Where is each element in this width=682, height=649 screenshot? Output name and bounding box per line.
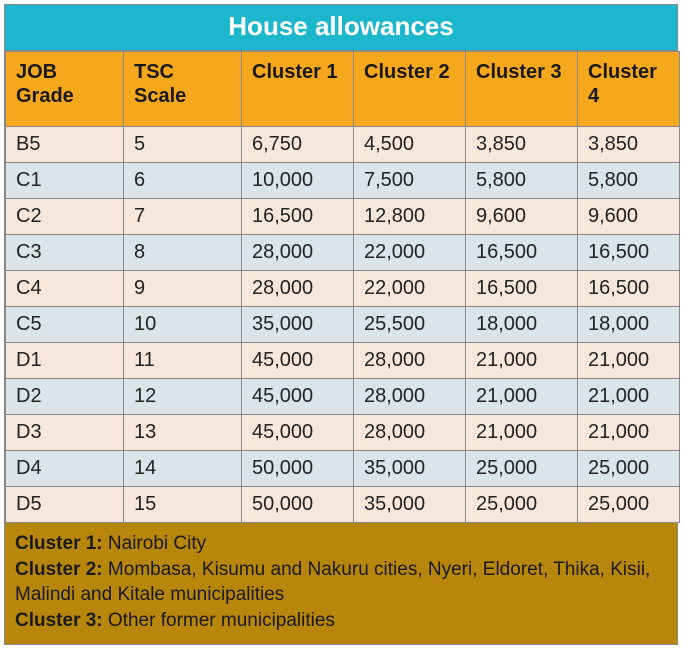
table-row: D31345,00028,00021,00021,000 — [6, 415, 680, 451]
cell: 18,000 — [578, 307, 680, 343]
cell: 21,000 — [466, 415, 578, 451]
cell: 9,600 — [466, 199, 578, 235]
cell: D4 — [6, 451, 124, 487]
cell: 45,000 — [242, 343, 354, 379]
cell: 10,000 — [242, 163, 354, 199]
cell: 7 — [124, 199, 242, 235]
cell: 16,500 — [466, 235, 578, 271]
cell: C3 — [6, 235, 124, 271]
legend-text: Mombasa, Kisumu and Nakuru cities, Nyeri… — [15, 559, 650, 606]
table-row: C3828,00022,00016,50016,500 — [6, 235, 680, 271]
cell: 9 — [124, 271, 242, 307]
cell: 14 — [124, 451, 242, 487]
legend-line: Cluster 3: Other former municipalities — [15, 608, 667, 634]
page-title: House allowances — [5, 5, 677, 51]
cell: 28,000 — [242, 235, 354, 271]
cell: 18,000 — [466, 307, 578, 343]
cell: 8 — [124, 235, 242, 271]
cell: 4,500 — [354, 127, 466, 163]
cell: 12 — [124, 379, 242, 415]
cell: 25,000 — [578, 487, 680, 523]
cell: 21,000 — [466, 343, 578, 379]
cell: 35,000 — [354, 451, 466, 487]
cell: 5,800 — [466, 163, 578, 199]
cell: 7,500 — [354, 163, 466, 199]
cell: 12,800 — [354, 199, 466, 235]
table-head: JOB Grade TSC Scale Cluster 1 Cluster 2 … — [6, 52, 680, 127]
table-row: D11145,00028,00021,00021,000 — [6, 343, 680, 379]
cell: C2 — [6, 199, 124, 235]
cell: 22,000 — [354, 271, 466, 307]
cell: 15 — [124, 487, 242, 523]
cell: D1 — [6, 343, 124, 379]
cell: 5 — [124, 127, 242, 163]
table-row: C2716,50012,8009,6009,600 — [6, 199, 680, 235]
cell: 22,000 — [354, 235, 466, 271]
table-row: D21245,00028,00021,00021,000 — [6, 379, 680, 415]
cell: 35,000 — [242, 307, 354, 343]
cell: 45,000 — [242, 415, 354, 451]
cell: 21,000 — [578, 379, 680, 415]
col-header: Cluster 4 — [578, 52, 680, 127]
legend-text: Other former municipalities — [103, 610, 335, 631]
cell: C5 — [6, 307, 124, 343]
cell: 25,000 — [578, 451, 680, 487]
table-row: D41450,00035,00025,00025,000 — [6, 451, 680, 487]
allowance-table: JOB Grade TSC Scale Cluster 1 Cluster 2 … — [5, 51, 680, 523]
cell: 6,750 — [242, 127, 354, 163]
cell: D5 — [6, 487, 124, 523]
legend-line: Cluster 1: Nairobi City — [15, 531, 667, 557]
cell: 25,000 — [466, 451, 578, 487]
header-row: JOB Grade TSC Scale Cluster 1 Cluster 2 … — [6, 52, 680, 127]
cell: 21,000 — [578, 343, 680, 379]
cell: 28,000 — [354, 379, 466, 415]
cell: 16,500 — [578, 235, 680, 271]
legend-label: Cluster 1: — [15, 533, 103, 554]
cluster-legend: Cluster 1: Nairobi CityCluster 2: Mombas… — [5, 523, 677, 644]
col-header: JOB Grade — [6, 52, 124, 127]
cell: 28,000 — [354, 415, 466, 451]
col-header: Cluster 2 — [354, 52, 466, 127]
col-header: Cluster 1 — [242, 52, 354, 127]
cell: 16,500 — [466, 271, 578, 307]
cell: C4 — [6, 271, 124, 307]
allowance-table-card: House allowances JOB Grade TSC Scale Clu… — [4, 4, 678, 645]
cell: 3,850 — [578, 127, 680, 163]
cell: 35,000 — [354, 487, 466, 523]
cell: D2 — [6, 379, 124, 415]
cell: 3,850 — [466, 127, 578, 163]
table-row: C1610,0007,5005,8005,800 — [6, 163, 680, 199]
cell: 50,000 — [242, 451, 354, 487]
legend-label: Cluster 3: — [15, 610, 103, 631]
cell: 6 — [124, 163, 242, 199]
cell: 16,500 — [578, 271, 680, 307]
cell: 5,800 — [578, 163, 680, 199]
cell: 25,500 — [354, 307, 466, 343]
cell: 21,000 — [466, 379, 578, 415]
table-row: D51550,00035,00025,00025,000 — [6, 487, 680, 523]
cell: D3 — [6, 415, 124, 451]
cell: 13 — [124, 415, 242, 451]
cell: 16,500 — [242, 199, 354, 235]
cell: 10 — [124, 307, 242, 343]
table-row: C51035,00025,50018,00018,000 — [6, 307, 680, 343]
col-header: TSC Scale — [124, 52, 242, 127]
cell: 28,000 — [354, 343, 466, 379]
cell: 50,000 — [242, 487, 354, 523]
cell: 21,000 — [578, 415, 680, 451]
cell: 28,000 — [242, 271, 354, 307]
cell: 25,000 — [466, 487, 578, 523]
cell: 11 — [124, 343, 242, 379]
col-header: Cluster 3 — [466, 52, 578, 127]
legend-line: Cluster 2: Mombasa, Kisumu and Nakuru ci… — [15, 557, 667, 608]
cell: C1 — [6, 163, 124, 199]
legend-label: Cluster 2: — [15, 559, 103, 580]
table-row: C4928,00022,00016,50016,500 — [6, 271, 680, 307]
table-body: B556,7504,5003,8503,850C1610,0007,5005,8… — [6, 127, 680, 523]
table-row: B556,7504,5003,8503,850 — [6, 127, 680, 163]
legend-text: Nairobi City — [103, 533, 206, 554]
cell: 45,000 — [242, 379, 354, 415]
cell: B5 — [6, 127, 124, 163]
cell: 9,600 — [578, 199, 680, 235]
